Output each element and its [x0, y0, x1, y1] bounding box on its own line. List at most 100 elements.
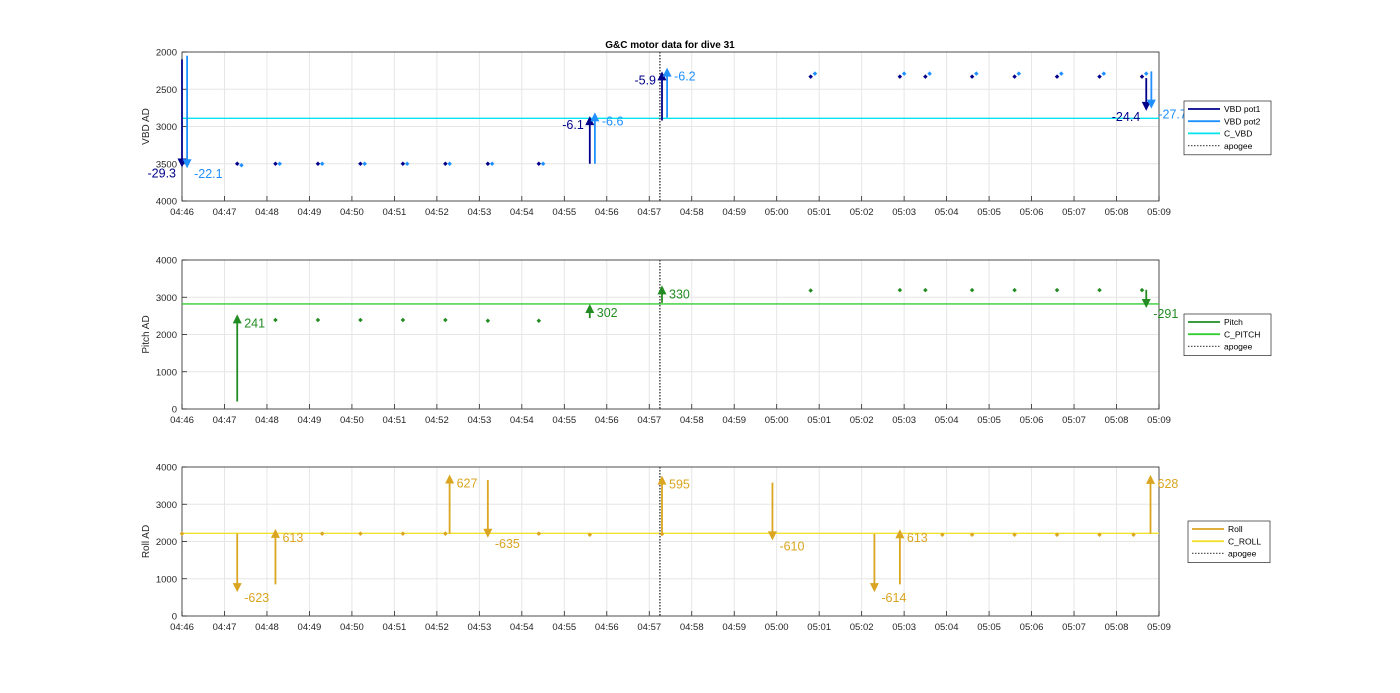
x-tick-label: 04:57	[637, 415, 661, 426]
x-tick-label: 04:54	[510, 207, 534, 218]
y-axis-label: Roll AD	[141, 525, 152, 558]
y-tick-label: 1000	[156, 574, 177, 585]
arrow-head	[585, 116, 595, 126]
x-tick-label: 04:58	[680, 207, 704, 218]
arrow-label: 613	[282, 531, 303, 545]
x-tick-label: 04:50	[340, 622, 364, 633]
legend-item-label: C_ROLL	[1228, 536, 1261, 546]
data-point	[443, 531, 448, 536]
arrow-label: 330	[669, 287, 690, 301]
figure-title: G&C motor data for dive 31	[605, 40, 735, 51]
arrow-label: -5.9	[634, 73, 656, 87]
x-tick-label: 04:47	[213, 622, 237, 633]
x-tick-label: 05:08	[1105, 622, 1129, 633]
x-tick-label: 05:09	[1147, 415, 1171, 426]
data-point	[1097, 287, 1102, 293]
arrow-head	[1146, 474, 1156, 484]
x-tick-label: 05:05	[977, 622, 1001, 633]
x-tick-label: 04:56	[595, 622, 619, 633]
arrow-head	[483, 528, 493, 538]
x-tick-label: 04:52	[425, 207, 449, 218]
x-tick-label: 04:56	[595, 207, 619, 218]
data-point	[536, 318, 542, 323]
arrow-head	[895, 529, 905, 539]
x-tick-label: 05:00	[765, 415, 789, 426]
data-point	[400, 317, 406, 323]
x-tick-label: 04:50	[340, 207, 364, 218]
arrow-label: -29.3	[148, 166, 177, 180]
x-tick-label: 04:49	[298, 622, 322, 633]
axes-box	[181, 259, 1160, 410]
y-tick-label: 3500	[156, 159, 177, 170]
x-tick-label: 04:53	[467, 622, 491, 633]
legend-item-label: Pitch	[1224, 317, 1243, 327]
x-tick-label: 05:09	[1147, 622, 1171, 633]
arrow-head	[445, 474, 455, 484]
x-tick-label: 04:46	[170, 207, 194, 218]
legend-item-label: apogee	[1228, 549, 1257, 559]
data-point	[923, 287, 928, 293]
y-tick-label: 4000	[156, 463, 177, 474]
x-tick-label: 05:02	[850, 207, 874, 218]
x-tick-label: 04:53	[467, 207, 491, 218]
x-tick-label: 04:59	[722, 622, 746, 633]
arrow-label: -635	[495, 537, 520, 551]
x-tick-label: 05:01	[807, 622, 831, 633]
arrow-head	[182, 159, 192, 169]
x-tick-label: 05:00	[765, 207, 789, 218]
data-point	[659, 531, 665, 537]
legend-item-label: apogee	[1224, 141, 1253, 151]
y-tick-label: 4000	[156, 256, 177, 267]
arrow-label: 628	[1158, 477, 1179, 491]
x-tick-label: 04:51	[383, 207, 407, 218]
data-point	[1097, 74, 1102, 79]
arrow-label: -623	[244, 591, 269, 605]
y-tick-label: 3000	[156, 293, 177, 304]
x-tick-label: 04:52	[425, 622, 449, 633]
arrow-head	[657, 475, 667, 485]
x-tick-label: 04:59	[722, 207, 746, 218]
arrow-label: 613	[907, 531, 928, 545]
x-tick-label: 04:50	[340, 415, 364, 426]
y-axis-label: VBD AD	[141, 108, 152, 145]
arrow-label: -6.1	[562, 118, 584, 132]
x-tick-label: 05:03	[892, 207, 916, 218]
x-tick-label: 04:54	[510, 622, 534, 633]
arrow-head	[232, 583, 242, 593]
x-tick-label: 04:58	[680, 415, 704, 426]
arrow-head	[1146, 99, 1156, 109]
roll-chart-panel: 04:46 04:47 04:48 04:49 04:50 04:51 04:52 04:53…	[141, 463, 1271, 633]
data-point	[358, 317, 363, 323]
y-tick-label: 0	[172, 612, 177, 623]
arrow-head	[585, 303, 595, 313]
x-tick-label: 05:06	[1020, 415, 1044, 426]
x-tick-label: 05:01	[807, 207, 831, 218]
data-point	[1054, 74, 1060, 79]
x-tick-label: 05:04	[935, 207, 959, 218]
x-tick-label: 05:07	[1062, 207, 1086, 218]
x-tick-label: 05:04	[935, 622, 959, 633]
arrow-label: -6.6	[602, 114, 624, 128]
legend-box	[1183, 313, 1272, 356]
x-tick-label: 04:48	[255, 622, 279, 633]
x-tick-label: 04:48	[255, 207, 279, 218]
data-point	[443, 161, 448, 167]
y-tick-label: 3000	[156, 122, 177, 133]
arrow-head	[270, 528, 280, 538]
arrow-head	[232, 314, 242, 324]
x-tick-label: 05:08	[1105, 415, 1129, 426]
x-tick-label: 05:01	[807, 415, 831, 426]
x-tick-label: 05:04	[935, 415, 959, 426]
vbd-chart-panel: 04:46 04:47 04:48 04:49 04:50 04:51 04:52 04:53…	[141, 48, 1272, 218]
y-tick-label: 2500	[156, 85, 177, 96]
x-tick-label: 04:54	[510, 415, 534, 426]
x-tick-label: 04:57	[637, 622, 661, 633]
data-point	[443, 317, 448, 323]
arrow-head	[767, 531, 777, 541]
x-tick-label: 04:59	[722, 415, 746, 426]
arrow-label: -610	[779, 539, 804, 553]
x-tick-label: 04:49	[298, 415, 322, 426]
x-tick-label: 04:53	[467, 415, 491, 426]
x-tick-label: 05:05	[977, 207, 1001, 218]
